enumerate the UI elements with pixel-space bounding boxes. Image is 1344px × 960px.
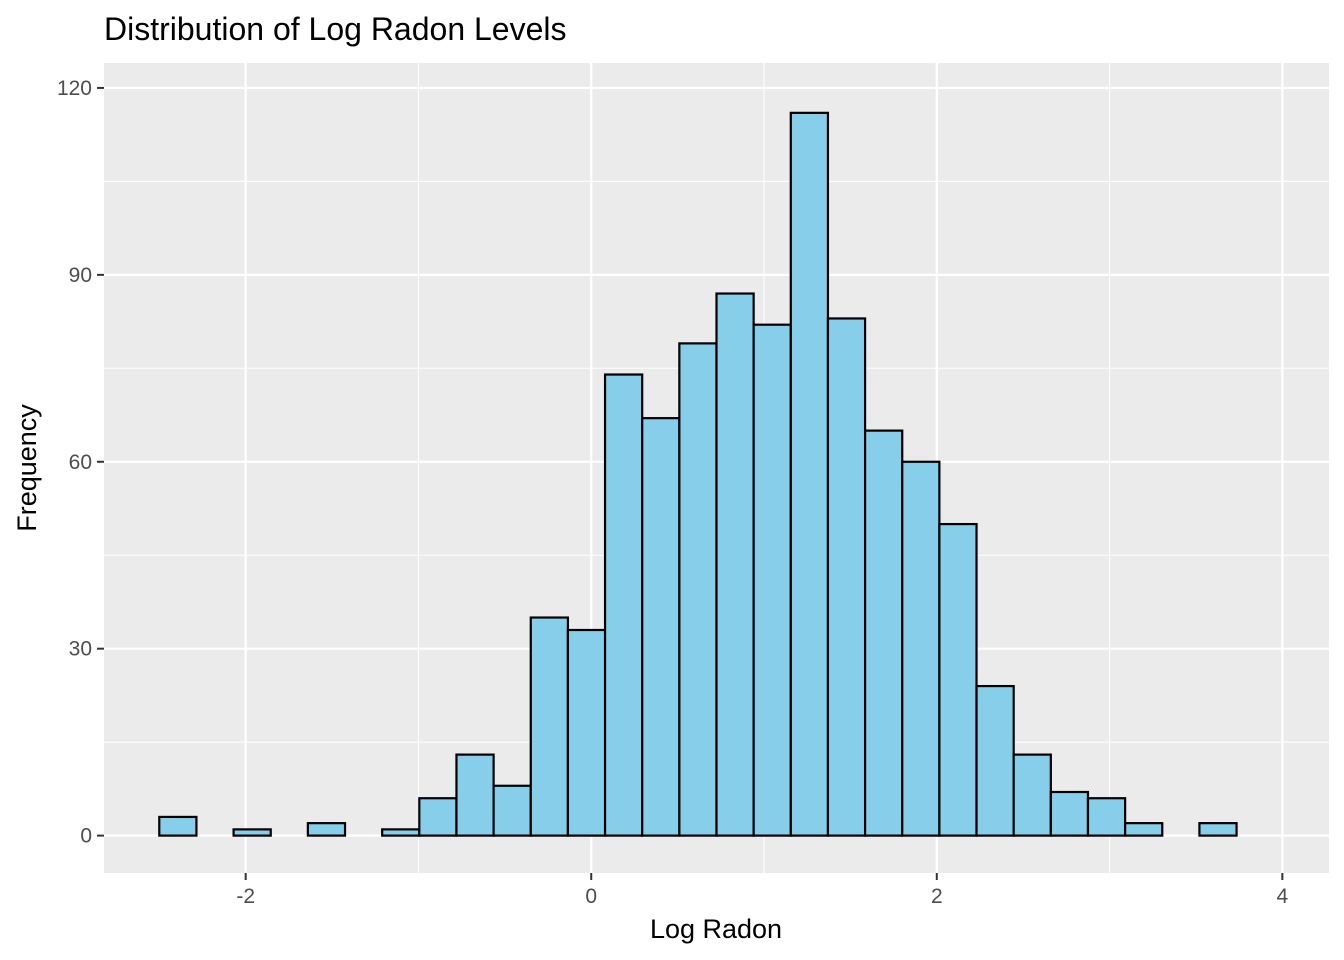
histogram-bar: [1124, 822, 1164, 837]
axis-tick-labels: -2 0 2 4 0 30 60 90 120: [57, 77, 1289, 908]
histogram-bar: [603, 373, 644, 837]
histogram-bars: [158, 111, 1238, 837]
histogram-bar: [752, 323, 792, 837]
histogram-bar: [975, 684, 1015, 837]
histogram-bar: [938, 522, 978, 837]
x-tick-label: 4: [1277, 885, 1289, 908]
y-tick-label: 60: [69, 451, 92, 474]
histogram-bar: [418, 797, 458, 837]
histogram-bar: [1086, 797, 1127, 837]
histogram-bar: [901, 460, 941, 837]
x-tick-label: 0: [585, 885, 597, 908]
chart-title: Distribution of Log Radon Levels: [104, 11, 567, 47]
y-tick-label: 90: [69, 264, 92, 287]
y-axis-title: Frequency: [12, 404, 42, 532]
histogram-bar: [826, 317, 867, 837]
histogram-bar: [529, 616, 570, 837]
histogram-bar: [158, 815, 198, 837]
y-tick-label: 30: [69, 638, 92, 661]
histogram-bar: [1012, 753, 1052, 837]
histogram-bar: [566, 628, 607, 837]
x-tick-label: -2: [236, 885, 255, 908]
histogram-bar: [789, 111, 830, 837]
y-tick-label: 120: [57, 77, 92, 100]
axis-ticks: [97, 86, 1284, 880]
y-tick-label: 0: [80, 825, 92, 848]
histogram-bar: [1049, 790, 1090, 837]
x-axis-title: Log Radon: [650, 914, 782, 944]
histogram-bar: [1198, 822, 1238, 837]
histogram-bar: [455, 753, 495, 837]
histogram-bar: [492, 784, 532, 837]
histogram-bar: [715, 292, 755, 837]
histogram-bar: [381, 828, 421, 837]
histogram-bar: [678, 342, 718, 837]
histogram-bar: [232, 828, 272, 837]
histogram-bar: [306, 822, 347, 837]
histogram-bar: [863, 429, 904, 837]
x-tick-label: 2: [931, 885, 943, 908]
histogram-bar: [641, 417, 681, 837]
